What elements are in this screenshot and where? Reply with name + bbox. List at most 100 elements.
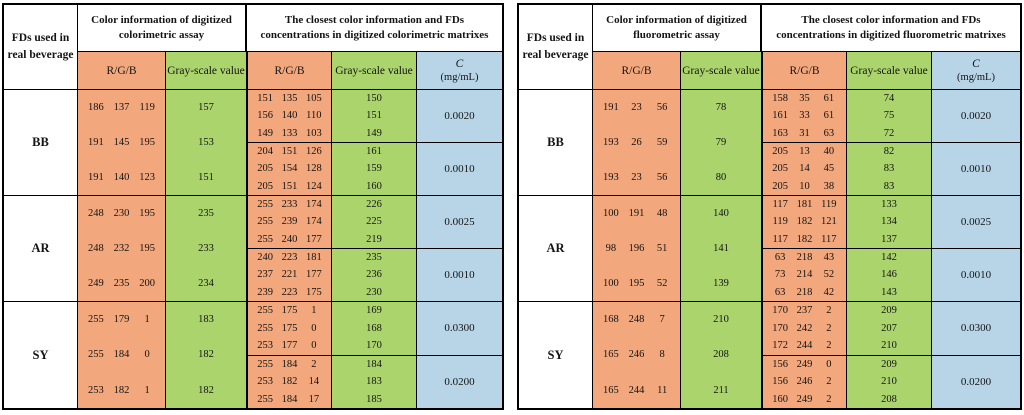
rgb-value: 63 [774, 252, 786, 264]
rgb-value: 191 [87, 172, 104, 183]
rgb-value: 168 [602, 314, 619, 326]
rgb-value: 126 [305, 146, 322, 158]
assay-rgb-cell: 100 191 48 98 196 51 100 195 52 [593, 196, 681, 301]
grayscale-value: 208 [713, 349, 729, 361]
rgb-value: 195 [139, 243, 156, 254]
grayscale-value: 142 [881, 252, 897, 264]
rgb-value: 110 [306, 110, 322, 122]
rgb-value: 255 [257, 358, 274, 370]
grayscale-value: 208 [881, 393, 897, 405]
rgb-value: 135 [281, 93, 298, 105]
concentration-value: 0.0010 [444, 269, 475, 281]
grayscale-value: 139 [713, 278, 729, 289]
rgb-value: 248 [628, 314, 645, 326]
matrix-grayscale-cell: 169 168 170 184 183 185 [332, 302, 417, 408]
fd-group-row: SY 255 179 1 255 184 0 253 182 1 183 182 182 255 175 1 2… [4, 302, 502, 408]
rgb-value: 0 [311, 322, 317, 334]
rgb-value: 42 [823, 286, 835, 298]
assay-grayscale-cell: 78 79 80 [681, 90, 762, 195]
rgb-value: 200 [139, 278, 156, 289]
matrix-rgb-subgroup: 151 135 105 156 140 110 149 133 103 [248, 90, 331, 143]
concentration-value: 0.0300 [932, 302, 1020, 356]
rgb-value: 195 [628, 278, 645, 289]
rgb-value: 255 [257, 322, 274, 334]
rgb-value: 175 [281, 305, 298, 317]
assay-rgb-cell: 248 230 195 248 232 195 249 235 200 [78, 196, 166, 301]
concentration-value: 0.0020 [932, 90, 1020, 143]
assay-rgb-row: 98 196 51 [593, 231, 680, 266]
concentration-value: 0.0200 [444, 375, 475, 388]
matrix-rgb-row: 156 140 110 [248, 107, 331, 124]
matrix-rgb-row: 149 133 103 [248, 125, 331, 142]
matrix-rgb-row: 255 175 0 [248, 320, 331, 338]
matrix-rgb-row: 161 33 61 [763, 107, 846, 124]
matrix-rgb-row: 205 10 38 [763, 178, 846, 195]
rgb-value: 184 [113, 349, 130, 361]
rgb-value: 0 [826, 358, 832, 370]
concentration-cell: 0.0020 0.0010 [932, 90, 1020, 195]
rgb-value: 52 [823, 269, 835, 281]
grayscale-value: 236 [366, 269, 382, 281]
rgb-value: 26 [631, 137, 642, 148]
rgb-value: 174 [305, 216, 322, 228]
rgb-value: 2 [826, 393, 832, 405]
grayscale-value: 210 [881, 376, 897, 388]
rgb-value: 156 [772, 358, 789, 370]
matrix-rgb-row: 63 218 42 [763, 284, 846, 301]
matrix-rgb-row: 170 242 2 [763, 320, 846, 338]
rgb-value: 237 [257, 269, 274, 281]
rgb-value: 193 [602, 172, 619, 183]
matrix-rgb-cell: 255 233 174 255 239 174 255 240 177 240 223 181 237 2… [247, 196, 332, 301]
assay-rgb-row: 249 235 200 [78, 266, 165, 301]
grayscale-value: 79 [715, 137, 727, 148]
matrix-rgb-row: 255 233 174 [248, 196, 331, 213]
rgb-value: 105 [305, 93, 322, 105]
rgb-value: 2 [826, 305, 832, 317]
assay-rgb-row: 193 23 56 [593, 160, 680, 195]
grayscale-value: 235 [366, 252, 382, 264]
rgb-value: 156 [772, 376, 789, 388]
matrix-rgb-subgroup: 158 35 61 161 33 61 163 31 63 [763, 90, 846, 143]
rgb-value: 175 [281, 322, 298, 334]
rgb-value: 165 [602, 349, 619, 361]
rgb-value: 249 [87, 278, 104, 289]
rgb-value: 179 [113, 314, 130, 326]
grayscale-value: 185 [366, 393, 382, 405]
grayscale-value: 168 [366, 322, 382, 334]
grayscale-value: 140 [713, 208, 729, 219]
concentration-cell: 0.0300 0.0200 [932, 302, 1020, 408]
rgb-value: 158 [772, 93, 789, 105]
rgb-value: 221 [281, 269, 298, 281]
matrix-rgb-row: 160 249 2 [763, 391, 846, 409]
grayscale-value: 182 [198, 384, 214, 396]
rgb-value: 38 [823, 180, 835, 192]
matrix-rgb-row: 156 249 0 [763, 356, 846, 374]
rgb-value: 255 [257, 216, 274, 228]
rgb-value: 10 [799, 180, 810, 192]
header-right: Color information of digitized fluoromet… [593, 5, 1020, 89]
grayscale-value: 182 [198, 349, 214, 361]
fluorometric-table: FDs used in real beverage Color informati… [517, 3, 1022, 410]
rgb-value: 214 [796, 269, 813, 281]
rgb-value: 13 [799, 146, 810, 158]
matrix-rgb-row: 205 151 124 [248, 178, 331, 195]
assay-rgb-cell: 255 179 1 255 184 0 253 182 1 [78, 302, 166, 408]
rgb-value: 244 [628, 384, 645, 396]
rgb-value: 133 [281, 127, 298, 139]
rgb-value: 2 [826, 322, 832, 334]
grayscale-value: 150 [366, 93, 382, 105]
matrix-rgb-subgroup: 156 249 0 156 246 2 160 249 2 [763, 356, 846, 409]
rgb-value: 100 [602, 278, 619, 289]
grayscale-value: 211 [713, 384, 729, 396]
matrix-rgb-column-header: R/G/B [247, 52, 332, 89]
rgb-value: 140 [113, 172, 130, 183]
concentration-column-header: C (mg/mL) [932, 52, 1020, 89]
matrix-rgb-row: 255 239 174 [248, 213, 331, 230]
rgb-value: 51 [656, 243, 668, 254]
assay-grayscale-cell: 140 141 139 [681, 196, 762, 301]
assay-rgb-row: 186 137 119 [78, 90, 165, 125]
rgb-value: 255 [257, 199, 274, 211]
rgb-value: 124 [305, 180, 322, 192]
matrix-rgb-row: 119 182 121 [763, 213, 846, 230]
rgb-value: 161 [772, 110, 789, 122]
